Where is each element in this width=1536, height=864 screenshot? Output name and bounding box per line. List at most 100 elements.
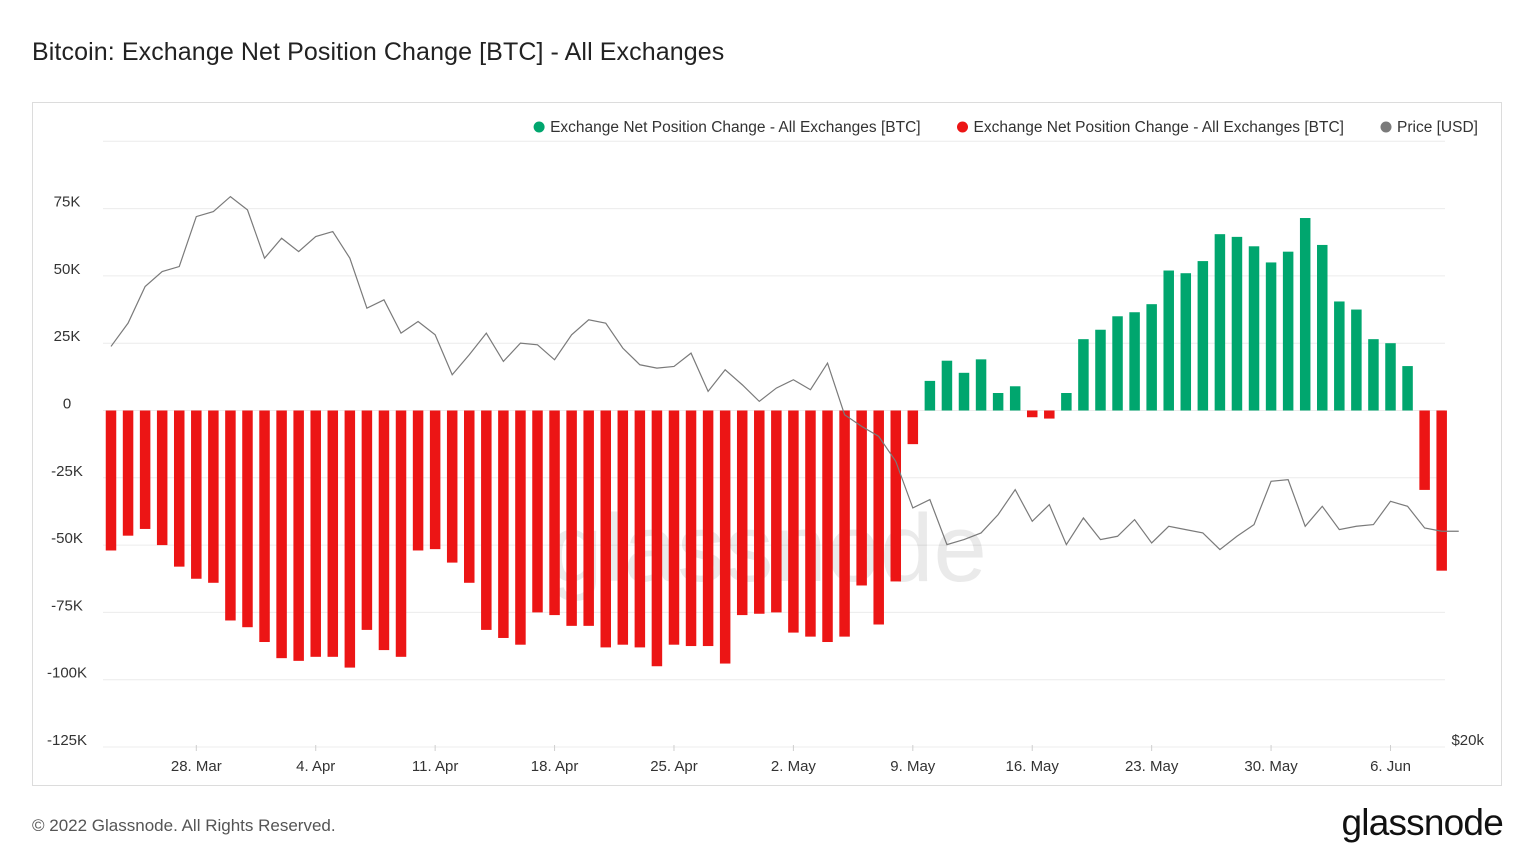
bar-positive[interactable] bbox=[1368, 339, 1379, 411]
bar-negative[interactable] bbox=[139, 410, 151, 529]
bar-positive[interactable] bbox=[1231, 236, 1243, 411]
chart-title: Bitcoin: Exchange Net Position Change [B… bbox=[32, 38, 725, 66]
legend[interactable]: Exchange Net Position Change - All Excha… bbox=[533, 119, 1478, 136]
bar-positive[interactable] bbox=[1351, 309, 1362, 411]
bar-positive[interactable] bbox=[1009, 386, 1021, 411]
bar-negative[interactable] bbox=[412, 410, 424, 551]
y-tick-label: -125K bbox=[47, 732, 87, 749]
bar-positive[interactable] bbox=[1180, 273, 1192, 411]
bar-positive[interactable] bbox=[1061, 393, 1072, 411]
bar-positive[interactable] bbox=[1129, 312, 1140, 411]
bar-negative[interactable] bbox=[293, 410, 304, 661]
bar-negative[interactable] bbox=[771, 410, 782, 613]
x-tick-label: 4. Apr bbox=[296, 758, 335, 775]
bar-negative[interactable] bbox=[191, 410, 202, 579]
bar-positive[interactable] bbox=[1402, 366, 1413, 411]
bar-negative[interactable] bbox=[242, 410, 253, 628]
bar-negative[interactable] bbox=[856, 410, 867, 586]
legend-swatch[interactable] bbox=[533, 121, 545, 133]
bar-negative[interactable] bbox=[276, 410, 287, 659]
x-tick-label: 30. May bbox=[1244, 758, 1298, 775]
bar-positive[interactable] bbox=[975, 359, 987, 411]
bar-negative[interactable] bbox=[617, 410, 629, 645]
bar-negative[interactable] bbox=[446, 410, 458, 563]
bar-negative[interactable] bbox=[1436, 410, 1447, 571]
bar-positive[interactable] bbox=[924, 380, 936, 411]
bar-negative[interactable] bbox=[549, 410, 560, 616]
bar-negative[interactable] bbox=[259, 410, 270, 643]
bar-negative[interactable] bbox=[583, 410, 594, 626]
bar-positive[interactable] bbox=[1214, 234, 1226, 411]
bar-positive[interactable] bbox=[992, 393, 1004, 411]
bar-negative[interactable] bbox=[839, 410, 850, 637]
bar-positive[interactable] bbox=[1248, 246, 1260, 411]
bar-negative[interactable] bbox=[719, 410, 731, 664]
bar-negative[interactable] bbox=[890, 410, 902, 582]
bar-positive[interactable] bbox=[1299, 218, 1311, 411]
bar-positive[interactable] bbox=[1317, 244, 1328, 411]
bar-negative[interactable] bbox=[754, 410, 765, 614]
bar-negative[interactable] bbox=[378, 410, 390, 651]
bar-negative[interactable] bbox=[464, 410, 475, 583]
bar-negative[interactable] bbox=[600, 410, 611, 648]
x-tick-label: 25. Apr bbox=[650, 758, 698, 775]
bar-negative[interactable] bbox=[327, 410, 339, 657]
bar-negative[interactable] bbox=[651, 410, 663, 667]
bar-positive[interactable] bbox=[1385, 343, 1396, 411]
legend-label: Exchange Net Position Change - All Excha… bbox=[550, 119, 920, 136]
bar-negative[interactable] bbox=[634, 410, 646, 648]
bar-negative[interactable] bbox=[805, 410, 816, 637]
bar-negative[interactable] bbox=[532, 410, 543, 613]
bar-negative[interactable] bbox=[822, 410, 833, 643]
y-tick-label: -75K bbox=[51, 597, 83, 614]
bar-negative[interactable] bbox=[344, 410, 356, 668]
bar-negative[interactable] bbox=[173, 410, 185, 567]
bar-negative[interactable] bbox=[225, 410, 236, 621]
bar-positive[interactable] bbox=[1078, 339, 1089, 411]
price-line[interactable] bbox=[110, 195, 1459, 551]
bar-negative[interactable] bbox=[702, 410, 714, 647]
bar-positive[interactable] bbox=[1334, 301, 1345, 411]
y-tick-label: -100K bbox=[47, 665, 87, 682]
legend-swatch[interactable] bbox=[957, 121, 968, 133]
y-tick-label: 0 bbox=[63, 396, 71, 413]
bar-negative[interactable] bbox=[1419, 410, 1430, 490]
legend-swatch[interactable] bbox=[1380, 121, 1392, 133]
bar-negative[interactable] bbox=[566, 410, 577, 626]
bar-negative[interactable] bbox=[395, 410, 407, 657]
price-series bbox=[110, 195, 1459, 551]
bar-negative[interactable] bbox=[122, 410, 134, 536]
bar-negative[interactable] bbox=[105, 410, 117, 551]
bar-negative[interactable] bbox=[736, 410, 748, 616]
bar-negative[interactable] bbox=[873, 410, 884, 625]
bar-negative[interactable] bbox=[429, 410, 441, 550]
bar-positive[interactable] bbox=[1282, 251, 1294, 411]
bar-positive[interactable] bbox=[1112, 316, 1123, 411]
y-tick-label: -25K bbox=[51, 463, 83, 480]
bar-negative[interactable] bbox=[208, 410, 219, 583]
bar-positive[interactable] bbox=[1197, 261, 1209, 411]
glassnode-logo[interactable]: glassnode bbox=[1341, 802, 1504, 843]
y-tick-label: 25K bbox=[54, 328, 81, 345]
bar-positive[interactable] bbox=[1163, 270, 1174, 411]
bar-negative[interactable] bbox=[310, 410, 321, 657]
bar-negative[interactable] bbox=[361, 410, 373, 630]
bar-negative[interactable] bbox=[515, 410, 526, 645]
bar-positive[interactable] bbox=[1095, 329, 1106, 411]
y-tick-label: 75K bbox=[54, 194, 81, 211]
bar-positive[interactable] bbox=[941, 360, 953, 411]
x-tick-label: 11. Apr bbox=[412, 758, 458, 775]
bar-negative[interactable] bbox=[1026, 410, 1038, 418]
bar-positive[interactable] bbox=[1146, 304, 1157, 411]
bar-negative[interactable] bbox=[907, 410, 919, 445]
bar-positive[interactable] bbox=[958, 372, 970, 411]
bar-negative[interactable] bbox=[685, 410, 697, 647]
bar-negative[interactable] bbox=[481, 410, 492, 630]
bar-negative[interactable] bbox=[788, 410, 799, 633]
bar-negative[interactable] bbox=[1044, 410, 1055, 419]
bar-negative[interactable] bbox=[498, 410, 509, 638]
x-tick-label: 9. May bbox=[890, 758, 936, 775]
bar-positive[interactable] bbox=[1265, 262, 1277, 411]
bar-negative[interactable] bbox=[668, 410, 680, 645]
bar-negative[interactable] bbox=[156, 410, 168, 546]
